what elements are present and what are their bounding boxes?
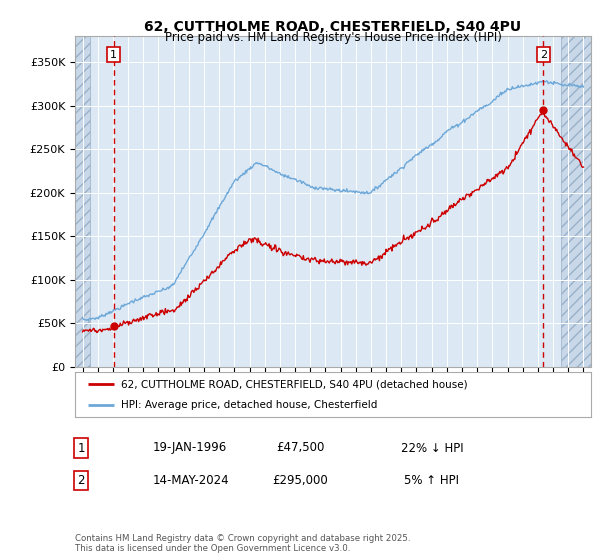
Text: 14-MAY-2024: 14-MAY-2024 [153,474,230,487]
Bar [75,36,90,367]
Text: 2: 2 [540,50,547,59]
Text: 62, CUTTHOLME ROAD, CHESTERFIELD, S40 4PU: 62, CUTTHOLME ROAD, CHESTERFIELD, S40 4P… [145,20,521,34]
Bar [560,36,591,367]
Text: Contains HM Land Registry data © Crown copyright and database right 2025.
This d: Contains HM Land Registry data © Crown c… [75,534,410,553]
Text: 5% ↑ HPI: 5% ↑ HPI [404,474,460,487]
Text: £47,500: £47,500 [276,441,324,455]
Text: 62, CUTTHOLME ROAD, CHESTERFIELD, S40 4PU (detached house): 62, CUTTHOLME ROAD, CHESTERFIELD, S40 4P… [121,380,468,390]
Text: 1: 1 [77,441,85,455]
Text: 2: 2 [77,474,85,487]
Text: HPI: Average price, detached house, Chesterfield: HPI: Average price, detached house, Ches… [121,400,378,410]
Text: 19-JAN-1996: 19-JAN-1996 [153,441,227,455]
Text: £295,000: £295,000 [272,474,328,487]
Text: Price paid vs. HM Land Registry's House Price Index (HPI): Price paid vs. HM Land Registry's House … [164,31,502,44]
Text: 1: 1 [110,50,117,59]
Text: 22% ↓ HPI: 22% ↓ HPI [401,441,463,455]
